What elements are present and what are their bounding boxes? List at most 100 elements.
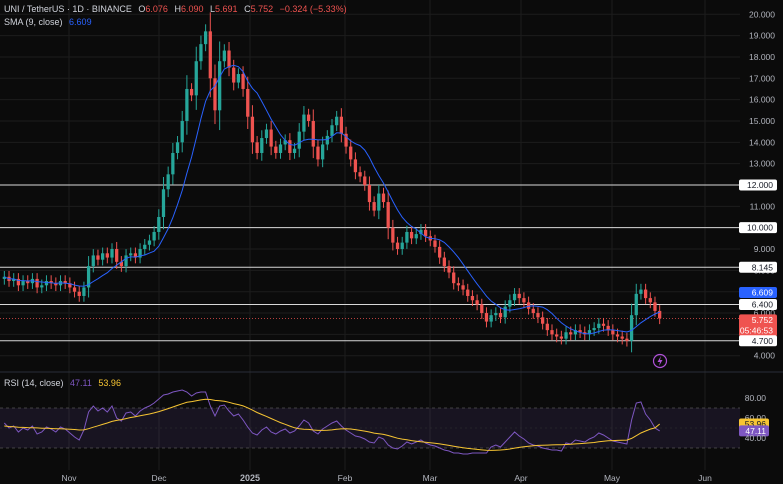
candle-body — [288, 140, 292, 153]
candle-body — [648, 298, 652, 303]
candle-body — [208, 31, 212, 79]
candle-body — [335, 116, 339, 126]
candle-body — [101, 253, 105, 260]
rsi-tag — [739, 425, 769, 437]
price-tag-label: 8.145 — [752, 262, 774, 272]
candle-body — [241, 74, 245, 89]
candle-body — [639, 289, 643, 294]
rsi-line — [3, 389, 660, 455]
candle-body — [358, 172, 362, 177]
x-tick-label: Dec — [151, 473, 167, 483]
price-tick-label: 11.000 — [750, 201, 776, 211]
price-tag — [739, 299, 777, 311]
x-tick-label: 2025 — [240, 473, 260, 483]
candle-body — [452, 272, 456, 284]
rsi-tick-label: 60.00 — [745, 413, 767, 423]
candle-body — [302, 114, 306, 132]
candle-body — [236, 74, 241, 83]
rsi-legend: RSI (14, close) 47.11 53.96 — [4, 378, 125, 388]
candle-body — [232, 67, 236, 83]
rsi-tick-label: 40.00 — [745, 433, 767, 443]
open-value: 6.076 — [145, 4, 168, 14]
candle-body — [658, 310, 662, 319]
candle-body — [620, 336, 624, 339]
candle-body — [189, 88, 194, 96]
candle-body — [175, 142, 180, 153]
price-tick-label: 15.000 — [749, 116, 775, 126]
candle-body — [461, 285, 465, 290]
close-value: 5.752 — [250, 4, 274, 14]
candle-body — [512, 293, 517, 301]
price-tick-label: 9.000 — [754, 244, 776, 254]
candle-body — [597, 323, 601, 328]
candle-body — [274, 146, 278, 153]
price-tag-label: 5.752 — [752, 315, 774, 325]
rsi-ma-line — [4, 398, 661, 451]
candle-body — [44, 281, 49, 286]
candle-body — [386, 202, 390, 228]
candle-body — [2, 276, 6, 279]
candle-body — [147, 240, 152, 245]
price-tag — [739, 179, 777, 191]
candle-body — [21, 281, 25, 286]
candle-body — [470, 295, 475, 301]
sma-legend: SMA (9, close) 6.609 — [4, 17, 96, 27]
x-tick-label: Mar — [423, 473, 438, 483]
candle-body — [35, 278, 39, 288]
candle-body — [508, 300, 512, 307]
candle-body — [447, 266, 451, 273]
candle-body — [494, 313, 498, 316]
candle-body — [367, 185, 372, 203]
candle-body — [82, 287, 86, 296]
candle-body — [601, 323, 606, 326]
flash-circle — [652, 353, 668, 369]
candle-body — [16, 278, 21, 286]
candle-body — [306, 114, 311, 121]
candle-body — [466, 289, 470, 296]
candle-body — [264, 129, 269, 139]
candle-body — [615, 334, 620, 337]
candle-body — [157, 217, 161, 232]
candle-body — [526, 302, 531, 309]
candle-body — [255, 142, 259, 153]
candle-body — [625, 338, 629, 341]
candle-body — [110, 249, 114, 258]
x-tick-label: May — [604, 473, 621, 483]
low-value: 5.691 — [215, 4, 238, 14]
candle-body — [353, 159, 358, 173]
candle-body — [545, 323, 549, 331]
candle-body — [166, 174, 170, 190]
candle-body — [344, 133, 348, 147]
candle-body — [199, 44, 203, 62]
candle-body — [185, 88, 189, 121]
symbol-legend: UNI / TetherUS · 1D · BINANCE O6.076 H6.… — [4, 4, 347, 14]
candle-body — [292, 148, 297, 153]
candle-body — [283, 140, 287, 145]
price-tick-label: 17.000 — [749, 73, 775, 83]
candle-body — [91, 255, 95, 267]
price-tick-label: 6.000 — [754, 308, 776, 318]
candle-body — [96, 255, 100, 260]
price-tag-label: 10.000 — [747, 223, 773, 233]
price-tag-label: 4.700 — [752, 336, 774, 346]
flash-circle-icon[interactable] — [652, 353, 668, 369]
candle-body — [246, 88, 250, 117]
sma-label: SMA (9, close) — [4, 17, 63, 27]
candle-body — [54, 283, 58, 286]
candle-body — [222, 50, 226, 62]
candle-body — [564, 332, 568, 339]
candle-body — [138, 249, 142, 258]
candle-body — [517, 293, 521, 299]
candle-body — [480, 304, 484, 314]
candle-body — [391, 227, 395, 243]
rsi-ma-tag-label: 53.96 — [745, 419, 767, 429]
candle-body — [634, 293, 638, 316]
candle-body — [569, 332, 573, 335]
price-tick-label: 20.000 — [749, 9, 775, 19]
countdown-label: 05:46:53 — [740, 325, 773, 335]
candle-body — [349, 146, 353, 160]
candle-body — [269, 129, 273, 147]
rsi-ma-value: 53.96 — [98, 378, 121, 388]
candle-body — [124, 255, 128, 267]
